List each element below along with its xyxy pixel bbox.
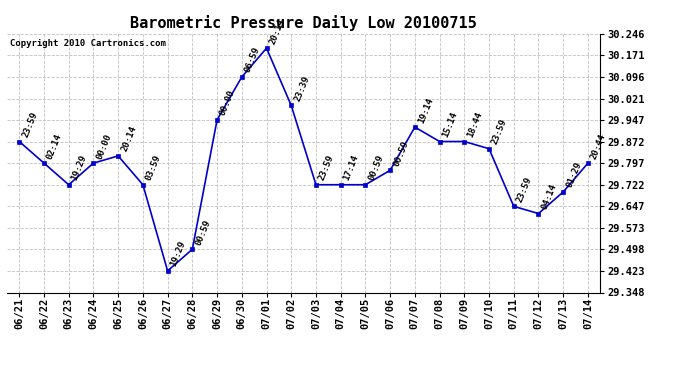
Text: 19:14: 19:14	[416, 96, 435, 124]
Text: 17:14: 17:14	[342, 154, 360, 182]
Text: 01:29: 01:29	[564, 161, 583, 189]
Text: 19:29: 19:29	[169, 240, 188, 268]
Text: 00:59: 00:59	[367, 154, 385, 182]
Text: 00:00: 00:00	[219, 89, 237, 117]
Text: 23:59: 23:59	[317, 154, 336, 182]
Text: 03:59: 03:59	[144, 154, 163, 182]
Text: 20:14: 20:14	[268, 17, 286, 45]
Text: 00:59: 00:59	[194, 218, 212, 246]
Text: 15:14: 15:14	[441, 111, 460, 139]
Text: Copyright 2010 Cartronics.com: Copyright 2010 Cartronics.com	[10, 39, 166, 48]
Text: 23:59: 23:59	[515, 175, 533, 204]
Text: 19:29: 19:29	[70, 154, 88, 182]
Text: 00:00: 00:00	[95, 132, 113, 160]
Text: 02:14: 02:14	[46, 132, 63, 160]
Text: 23:59: 23:59	[21, 111, 39, 139]
Text: 18:44: 18:44	[466, 111, 484, 139]
Text: 00:59: 00:59	[391, 139, 410, 168]
Text: 23:39: 23:39	[293, 74, 311, 103]
Title: Barometric Pressure Daily Low 20100715: Barometric Pressure Daily Low 20100715	[130, 15, 477, 31]
Text: 20:14: 20:14	[119, 125, 138, 153]
Text: 20:44: 20:44	[589, 132, 608, 160]
Text: 06:59: 06:59	[243, 46, 262, 74]
Text: 04:14: 04:14	[540, 183, 558, 211]
Text: 23:59: 23:59	[491, 118, 509, 146]
